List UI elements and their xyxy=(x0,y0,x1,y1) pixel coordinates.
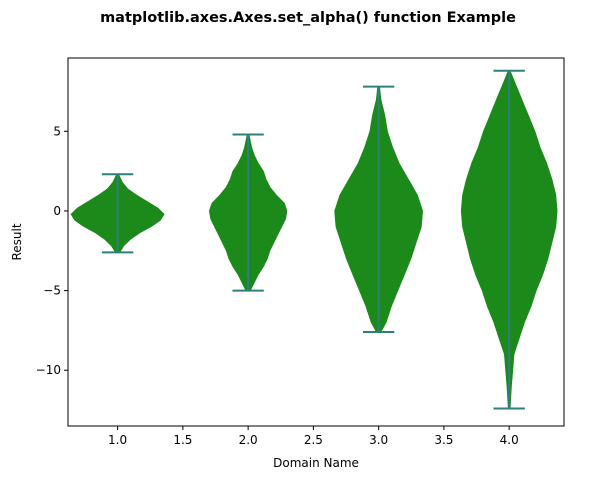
y-tick-label: −5 xyxy=(43,284,61,298)
violin-lines-group xyxy=(101,69,525,410)
x-tick-label: 2.5 xyxy=(304,433,323,447)
x-axis-label: Domain Name xyxy=(273,456,359,470)
chart-title: matplotlib.axes.Axes.set_alpha() functio… xyxy=(100,10,516,26)
violins-group xyxy=(70,70,558,409)
x-tick-label: 4.0 xyxy=(500,433,519,447)
y-tick-label: −10 xyxy=(36,363,61,377)
y-axis: −10 −5 0 5 xyxy=(36,124,68,377)
x-tick-label: 2.0 xyxy=(239,433,258,447)
x-tick-label: 3.0 xyxy=(369,433,388,447)
x-tick-label: 1.5 xyxy=(173,433,192,447)
x-tick-label: 1.0 xyxy=(108,433,127,447)
x-axis: 1.0 1.5 2.0 2.5 3.0 3.5 4.0 xyxy=(108,426,519,447)
x-tick-label: 3.5 xyxy=(434,433,453,447)
y-axis-label: Result xyxy=(10,223,24,260)
y-tick-label: 5 xyxy=(53,124,61,138)
plot-frame xyxy=(67,57,565,427)
y-tick-label: 0 xyxy=(53,204,61,218)
